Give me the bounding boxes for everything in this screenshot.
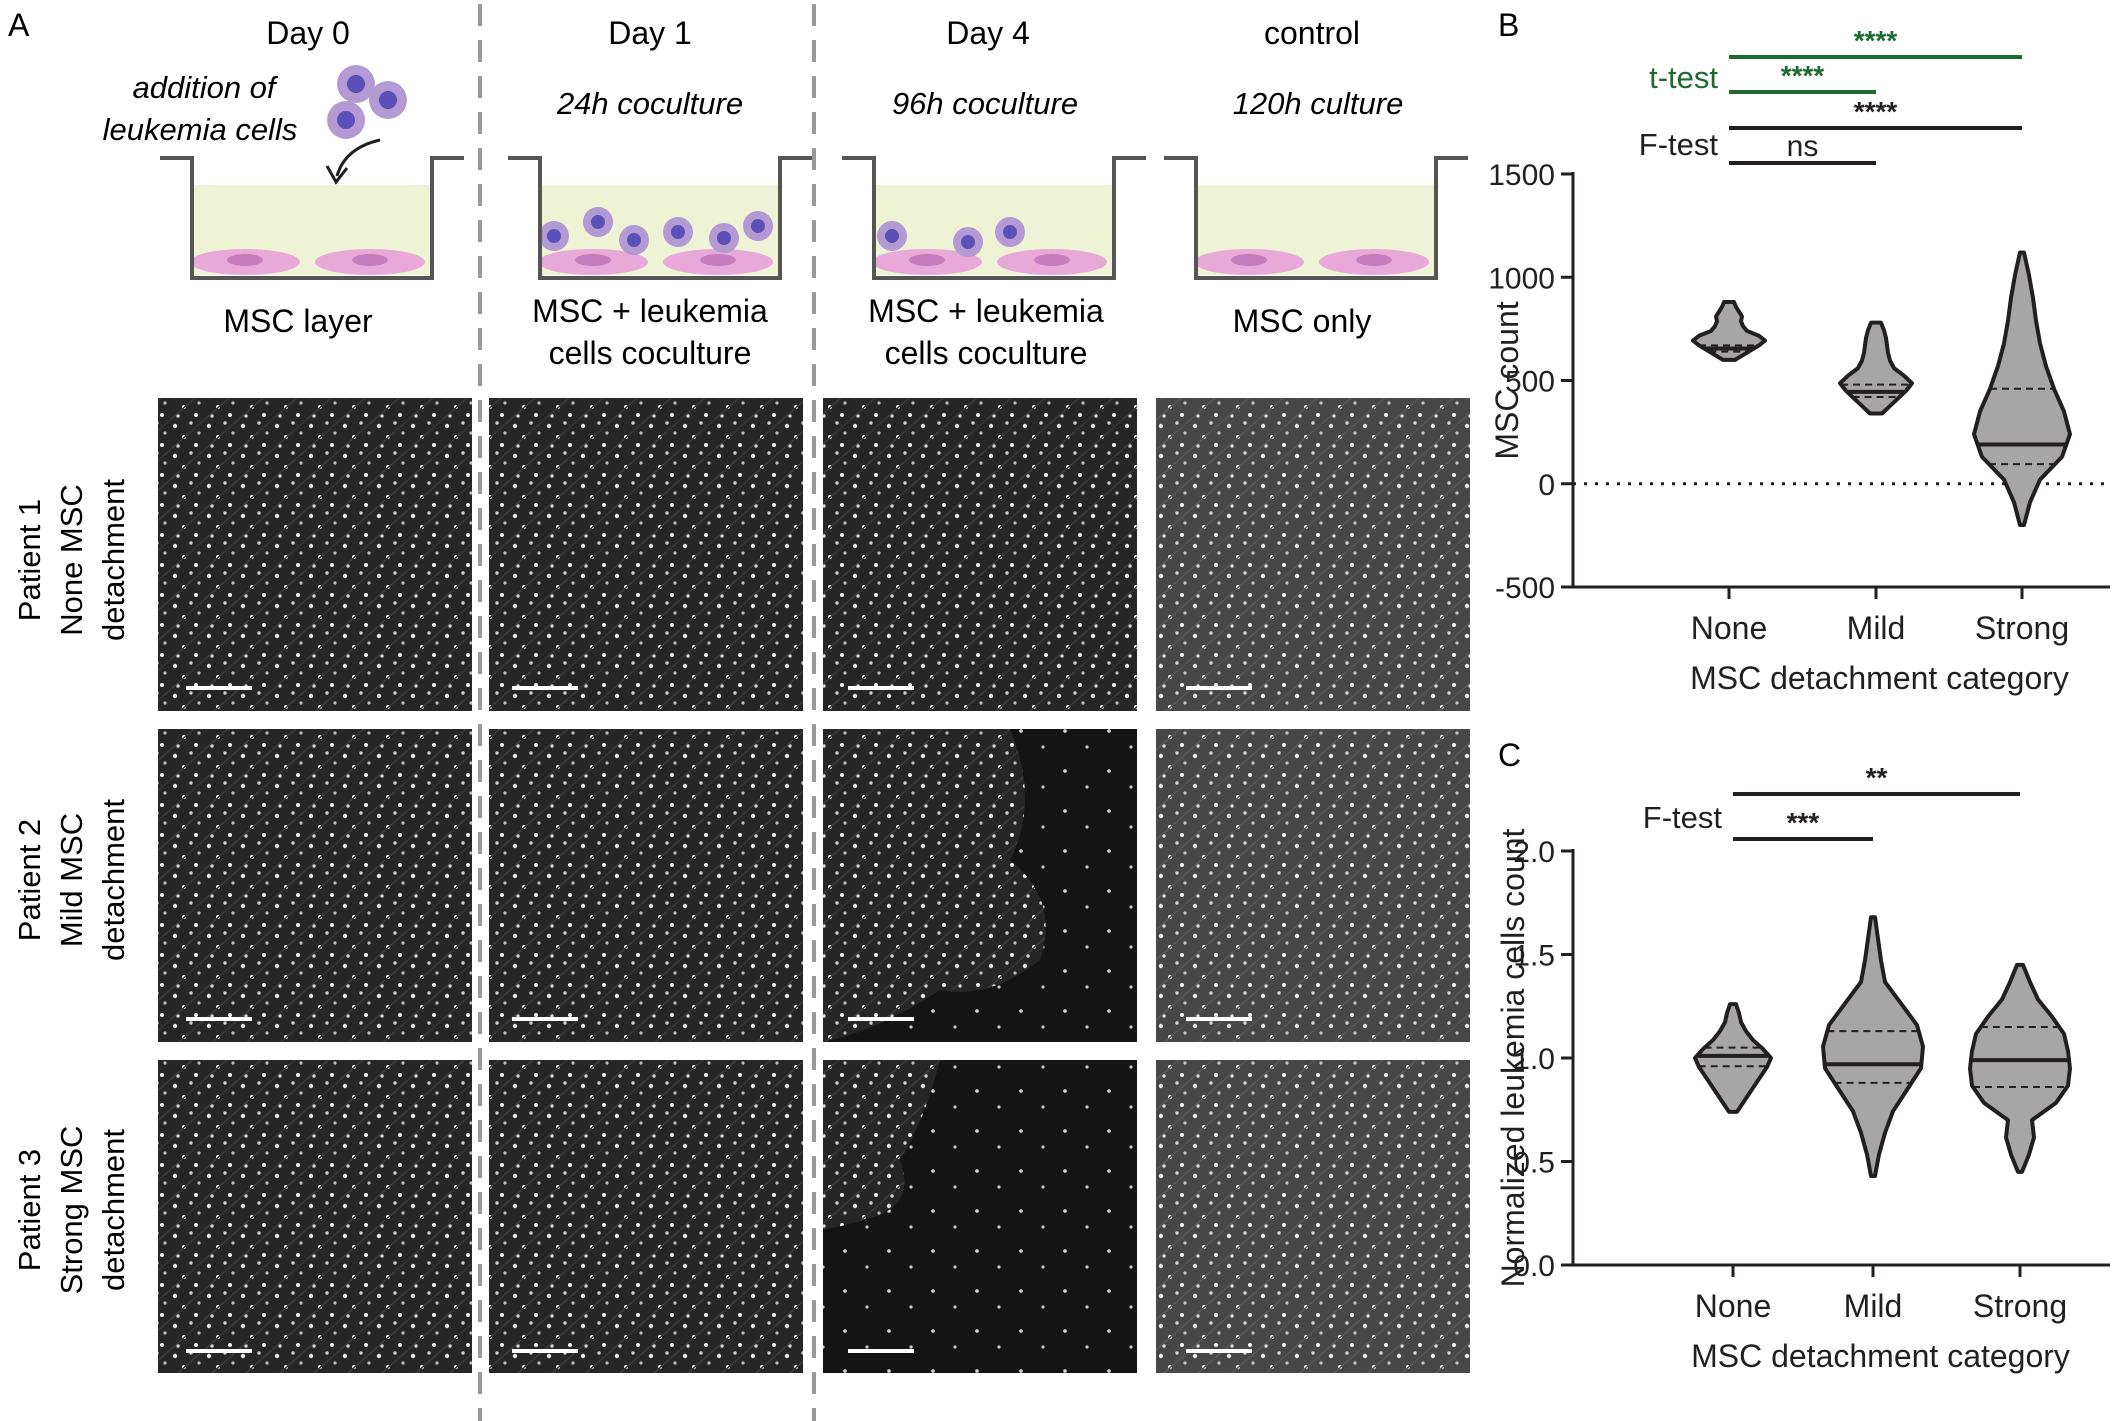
significance-label: **** xyxy=(1854,25,1898,56)
well-diagram-day1 xyxy=(508,156,812,280)
test-label: t-test xyxy=(1649,60,1718,95)
test-label: F-test xyxy=(1643,800,1723,835)
y-tick-label: 1000 xyxy=(1488,262,1555,295)
column-header-day0: Day 0 xyxy=(266,15,350,51)
arrow-head-icon xyxy=(325,165,349,185)
micrograph-p1-day1 xyxy=(489,398,803,711)
panel-label-a: A xyxy=(8,7,30,43)
x-tick-label: Strong xyxy=(1975,610,2069,646)
column-header-day1: Day 1 24h coculture xyxy=(556,15,743,121)
significance-label: ns xyxy=(1787,130,1819,163)
significance-label: **** xyxy=(1854,96,1898,127)
micrograph-p2-day1 xyxy=(489,729,803,1042)
msc-layer-fragment xyxy=(823,1060,940,1230)
leukemia-cells-icon xyxy=(327,65,407,139)
well-diagram-day4 xyxy=(842,156,1146,280)
x-tick-label: None xyxy=(1691,610,1768,646)
x-tick-label: Strong xyxy=(1973,1288,2067,1324)
micrograph-p3-day1 xyxy=(489,1060,803,1373)
scale-bars xyxy=(186,686,1252,1353)
panel-label-b: B xyxy=(1498,7,1519,43)
y-tick-label: 0.5 xyxy=(1513,1147,1555,1180)
row-label-line: Strong MSC xyxy=(54,1126,89,1295)
row-label-line: Patient 3 xyxy=(12,1149,47,1271)
column-header-day4: Day 4 96h coculture xyxy=(892,15,1078,121)
x-tick-label: Mild xyxy=(1847,610,1906,646)
violin-chart-c: 0.0 0.5 1.0 1.5 2.0 None Mild Strong MSC detachm… xyxy=(1495,762,2110,1374)
violin xyxy=(1691,300,1767,362)
well-caption: cells coculture xyxy=(549,335,752,371)
column-day-label: Day 0 xyxy=(266,15,350,51)
msc-layer-fragment xyxy=(823,729,1046,1042)
row-label-line: None MSC xyxy=(54,484,89,636)
violin xyxy=(1972,250,2072,528)
well-caption: MSC only xyxy=(1233,303,1372,339)
y-tick-label: 2.0 xyxy=(1513,836,1555,869)
row-label-patient2: Patient 2 Mild MSC detachment xyxy=(12,799,131,961)
violin xyxy=(1693,1002,1773,1114)
violin xyxy=(1821,915,1925,1178)
micrograph-p1-control xyxy=(1156,398,1470,711)
significance-label: ** xyxy=(1866,762,1888,793)
micrograph-p2-control xyxy=(1156,729,1470,1042)
significance-label: **** xyxy=(1781,60,1825,91)
well-caption: cells coculture xyxy=(885,335,1088,371)
column-header-control: control 120h culture xyxy=(1233,15,1404,121)
column-day-label: Day 1 xyxy=(608,15,692,51)
column-day-label: control xyxy=(1264,15,1360,51)
row-label-patient3: Patient 3 Strong MSC detachment xyxy=(12,1126,131,1295)
row-label-line: Patient 2 xyxy=(12,819,47,941)
significance-label: *** xyxy=(1787,807,1820,838)
violin-chart-b: -500 0 500 1000 1500 None Mild Strong MSC detach… xyxy=(1488,25,2110,696)
micrograph-grid xyxy=(158,398,1470,1373)
arrow-down-icon xyxy=(335,138,381,177)
row-label-line: detachment xyxy=(96,479,131,641)
column-day-label: Day 4 xyxy=(946,15,1030,51)
row-label-line: detachment xyxy=(96,799,131,961)
column-sub-label: 120h culture xyxy=(1233,86,1404,121)
y-tick-label: 0 xyxy=(1538,469,1555,502)
well-caption: MSC + leukemia xyxy=(868,293,1104,329)
x-tick-label: Mild xyxy=(1844,1288,1903,1324)
y-axis-label: MSC count xyxy=(1489,301,1525,459)
x-axis-label: MSC detachment category xyxy=(1690,660,2069,696)
well-diagram-control xyxy=(1164,156,1468,280)
y-tick-label: 1500 xyxy=(1488,159,1555,192)
x-tick-label: None xyxy=(1695,1288,1772,1324)
row-label-line: Patient 1 xyxy=(12,499,47,621)
addition-text-line2: leukemia cells xyxy=(103,112,298,147)
well-caption: MSC layer xyxy=(223,303,373,339)
row-label-line: Mild MSC xyxy=(54,813,89,947)
row-label-patient1: Patient 1 None MSC detachment xyxy=(12,479,131,641)
addition-text-line1: addition of xyxy=(132,70,278,105)
panel-label-c: C xyxy=(1498,737,1521,773)
x-axis-label: MSC detachment category xyxy=(1691,1338,2070,1374)
y-tick-label: 500 xyxy=(1505,366,1555,399)
well-diagram-day0 xyxy=(160,156,464,280)
y-tick-label: 1.5 xyxy=(1513,940,1555,973)
y-tick-label: 1.0 xyxy=(1513,1043,1555,1076)
column-sub-label: 24h coculture xyxy=(556,86,743,121)
violin xyxy=(1838,320,1914,416)
test-label: F-test xyxy=(1639,127,1719,162)
row-label-line: detachment xyxy=(96,1129,131,1291)
well-caption: MSC + leukemia xyxy=(532,293,768,329)
micrograph-p1-day0 xyxy=(158,398,472,711)
column-sub-label: 96h coculture xyxy=(892,86,1078,121)
micrograph-p1-day4 xyxy=(823,398,1137,711)
y-axis-label: Normalized leukemia cells count xyxy=(1495,828,1531,1287)
y-tick-label: 0.0 xyxy=(1513,1250,1555,1283)
violin xyxy=(1968,962,2072,1174)
micrograph-p3-control xyxy=(1156,1060,1470,1373)
y-tick-label: -500 xyxy=(1495,572,1555,605)
micrograph-p2-day0 xyxy=(158,729,472,1042)
micrograph-p3-day0 xyxy=(158,1060,472,1373)
